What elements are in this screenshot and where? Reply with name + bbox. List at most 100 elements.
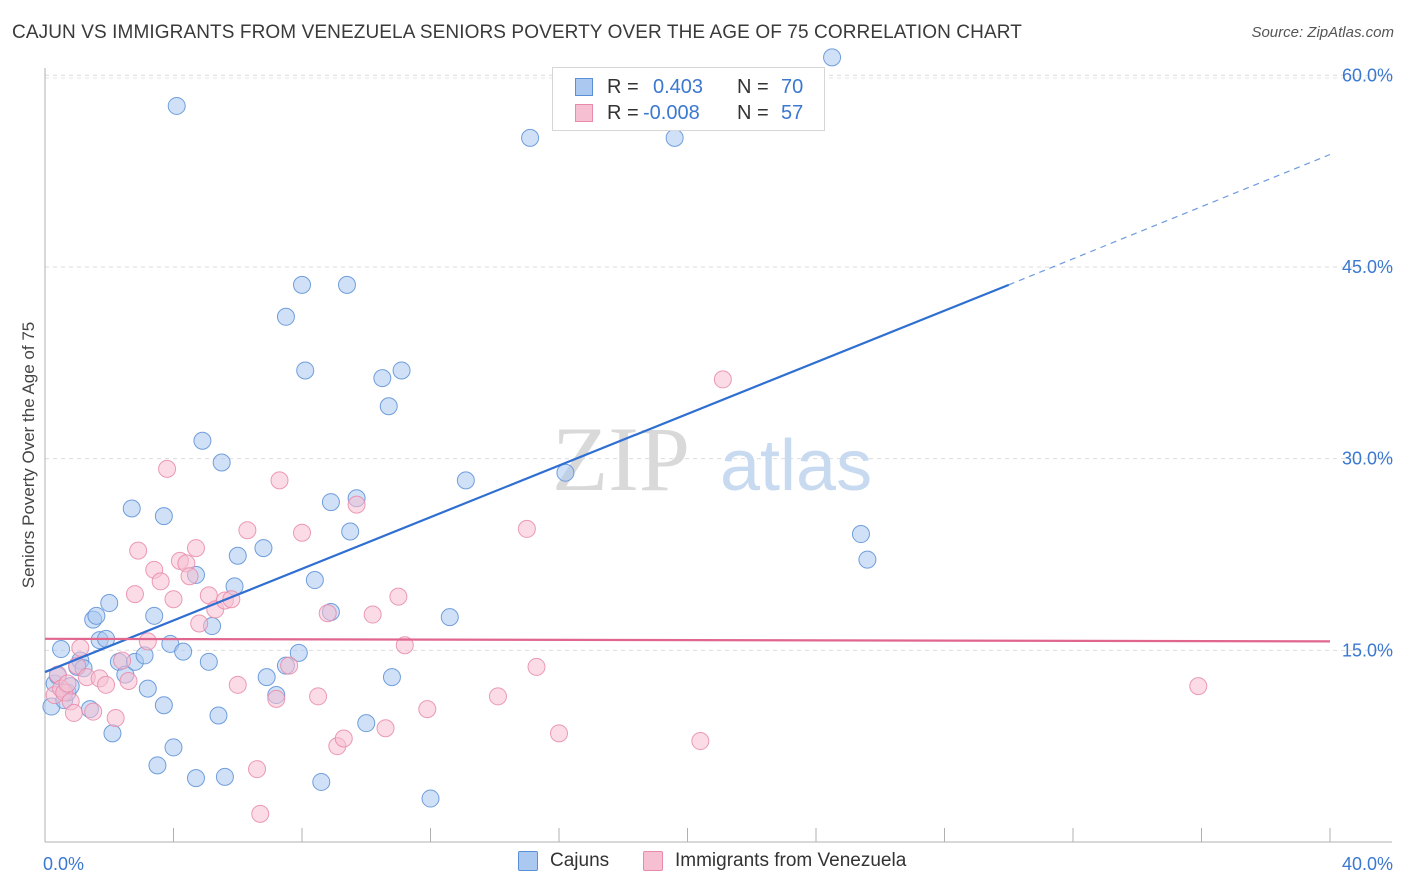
venezuela-point <box>84 702 103 721</box>
venezuela-point <box>151 572 170 591</box>
cajun-point <box>556 463 575 482</box>
cajun-point <box>199 652 218 671</box>
venezuela-point <box>517 519 536 538</box>
venezuela-point <box>186 539 205 558</box>
watermark-atlas: atlas <box>720 426 872 506</box>
venezuela-point <box>270 471 289 490</box>
venezuela-point <box>309 687 328 706</box>
cajun-point <box>337 275 356 294</box>
cajun-point <box>254 539 273 558</box>
correlation-legend: R = 0.403 N = 70 R = -0.008 N = 57 <box>552 67 825 131</box>
venezuela-point <box>376 719 395 738</box>
legend-r-label: R = <box>607 101 639 124</box>
venezuela-point <box>106 709 125 728</box>
venezuela-legend-swatch <box>643 851 663 871</box>
series-legend: Cajuns Immigrants from Venezuela <box>0 850 1406 878</box>
cajun-point <box>103 724 122 743</box>
venezuela-trend-line <box>44 637 1331 643</box>
cajun-point <box>858 550 877 569</box>
legend-n-value: 57 <box>781 101 804 124</box>
y-tick-label: 15.0% <box>1342 640 1393 660</box>
cajun-point <box>305 571 324 590</box>
cajun-point <box>851 525 870 544</box>
x-tick-label: 0.0% <box>43 854 84 874</box>
venezuela-point <box>280 656 299 675</box>
cajun-point <box>289 643 308 662</box>
venezuela-point <box>71 638 90 657</box>
cajun-point <box>373 369 392 388</box>
venezuela-point <box>293 523 311 542</box>
legend-n-label: N = <box>737 101 769 124</box>
cajun-point <box>174 642 193 661</box>
cajun-point <box>212 453 231 472</box>
venezuela-point <box>119 671 138 690</box>
cajun-point <box>321 493 340 512</box>
cajun-trend-extension <box>1008 153 1331 286</box>
cajun-point <box>100 594 119 613</box>
cajun-swatch <box>575 78 593 96</box>
legend-label-venezuela: Immigrants from Venezuela <box>675 850 907 871</box>
cajun-point <box>440 608 459 627</box>
y-axis-label: Seniors Poverty Over the Age of 75 <box>19 322 38 588</box>
cajun-legend-swatch <box>518 851 538 871</box>
cajun-point <box>122 499 141 518</box>
legend-item-cajuns: Cajuns <box>518 850 609 872</box>
legend-n-value: 70 <box>781 75 804 98</box>
venezuela-point <box>248 760 267 779</box>
cajun-point <box>186 769 205 788</box>
venezuela-point <box>318 604 337 623</box>
venezuela-swatch <box>575 104 593 122</box>
legend-r-value: -0.008 <box>643 101 700 124</box>
venezuela-point <box>138 632 157 651</box>
y-tick-label: 45.0% <box>1342 257 1393 277</box>
trend-lines <box>44 153 1331 674</box>
grid-lines <box>45 74 1392 651</box>
cajun-point <box>145 606 164 625</box>
cajun-point <box>154 507 173 526</box>
y-tick-label: 30.0% <box>1342 449 1393 469</box>
venezuela-point <box>713 370 732 389</box>
venezuela-point <box>251 804 270 823</box>
cajun-point <box>312 772 331 791</box>
chart-source: Source: ZipAtlas.com <box>1251 24 1394 41</box>
venezuela-point <box>347 495 366 514</box>
legend-n-label: N = <box>737 75 769 98</box>
cajun-point <box>665 128 684 147</box>
x-tick-label: 40.0% <box>1342 854 1393 874</box>
venezuela-point <box>1189 677 1208 696</box>
venezuela-point <box>418 700 437 719</box>
cajun-point <box>823 48 842 67</box>
venezuela-point <box>58 674 77 693</box>
venezuela-point <box>228 675 247 694</box>
venezuela-point <box>97 675 116 694</box>
venezuela-point <box>527 657 546 676</box>
watermark: ZIP atlas <box>552 408 872 510</box>
venezuela-point <box>691 732 710 751</box>
venezuela-point <box>395 636 414 655</box>
tick-labels: 15.0% 30.0% 45.0% 60.0% 0.0% 40.0% <box>43 65 1393 874</box>
cajun-point <box>357 714 376 733</box>
venezuela-point <box>180 567 199 586</box>
legend-label-cajuns: Cajuns <box>550 850 610 871</box>
venezuela-point <box>129 541 148 560</box>
legend-row-cajuns: R = 0.403 N = 70 <box>575 74 803 100</box>
venezuela-point <box>389 587 408 606</box>
cajun-point <box>154 696 173 715</box>
venezuela-point <box>190 614 209 633</box>
venezuela-point <box>267 689 286 708</box>
cajun-point <box>341 522 360 541</box>
cajun-point <box>228 546 247 565</box>
legend-row-venezuela: R = -0.008 N = 57 <box>575 100 803 126</box>
venezuela-point <box>363 605 382 624</box>
legend-item-venezuela: Immigrants from Venezuela <box>643 850 906 872</box>
cajun-point <box>148 756 167 775</box>
cajun-point <box>382 668 401 687</box>
cajun-point <box>209 706 228 725</box>
cajun-point <box>392 361 411 380</box>
cajun-point <box>164 738 183 757</box>
cajun-point <box>456 471 475 490</box>
venezuela-point <box>113 651 132 670</box>
venezuela-point <box>64 703 83 722</box>
chart-title: CAJUN VS IMMIGRANTS FROM VENEZUELA SENIO… <box>12 22 1022 43</box>
